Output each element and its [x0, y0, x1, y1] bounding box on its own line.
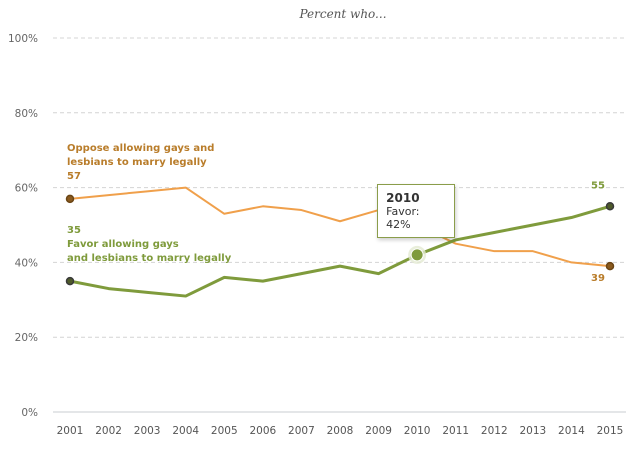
favor-line — [69, 204, 611, 298]
tooltip-value: Favor: 42% — [386, 204, 420, 231]
x-tick-label: 2004 — [172, 425, 199, 437]
hover-point — [410, 248, 424, 262]
endpoint-marker — [65, 276, 75, 286]
favor-start-value: 35 — [67, 225, 81, 236]
oppose-label-line: Oppose allowing gays and — [67, 143, 214, 154]
oppose-line — [69, 186, 611, 268]
x-tick-label: 2006 — [249, 425, 276, 437]
tooltip: 2010 Favor: 42% — [377, 183, 456, 238]
favor-label-line: and lesbians to marry legally — [67, 253, 232, 264]
y-tick-label: 100% — [8, 33, 38, 45]
tooltip-year: 2010 — [386, 190, 420, 205]
y-tick-label: 0% — [21, 407, 38, 419]
favor-label-line: Favor allowing gays — [67, 239, 179, 250]
y-tick-label: 40% — [15, 257, 38, 269]
x-tick-label: 2005 — [211, 425, 238, 437]
x-tick-label: 2003 — [134, 425, 161, 437]
y-tick-label: 60% — [15, 183, 38, 195]
x-tick-label: 2015 — [597, 425, 624, 437]
endpoint-marker — [605, 261, 615, 271]
x-tick-label: 2013 — [519, 425, 546, 437]
x-tick-label: 2014 — [558, 425, 585, 437]
x-tick-label: 2009 — [365, 425, 392, 437]
oppose-start-value: 57 — [67, 171, 81, 182]
x-tick-label: 2007 — [288, 425, 315, 437]
endpoint-marker — [65, 194, 75, 204]
x-tick-label: 2002 — [95, 425, 122, 437]
oppose-end-value: 39 — [591, 273, 605, 284]
x-tick-label: 2010 — [404, 425, 431, 437]
y-tick-label: 80% — [15, 108, 38, 120]
y-tick-label: 20% — [15, 332, 38, 344]
endpoint-marker — [605, 202, 615, 211]
chart-subtitle: Percent who... — [298, 7, 386, 21]
oppose-label-line: lesbians to marry legally — [67, 157, 207, 168]
favor-end-value: 55 — [591, 180, 605, 191]
x-tick-label: 2001 — [57, 425, 84, 437]
x-tick-label: 2012 — [481, 425, 508, 437]
x-tick-label: 2008 — [327, 425, 354, 437]
x-tick-label: 2011 — [442, 425, 469, 437]
